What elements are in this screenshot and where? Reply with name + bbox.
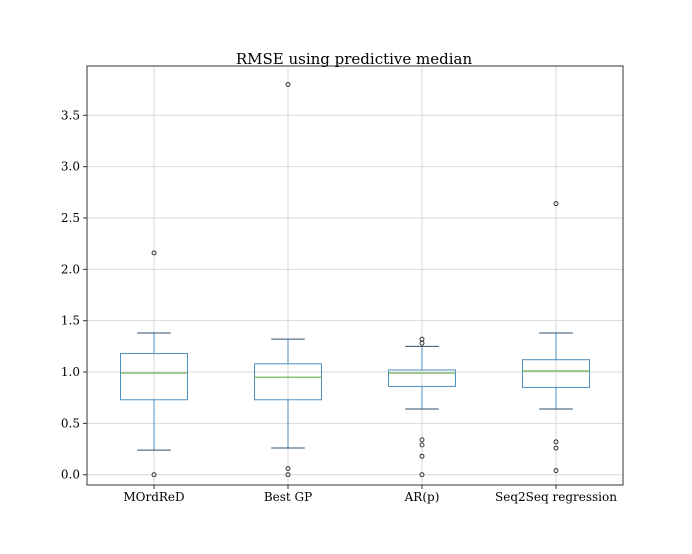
y-tick-label: 2.5 <box>61 211 80 225</box>
y-tick-label: 0.5 <box>61 416 80 430</box>
flier-point <box>419 442 425 448</box>
flier-point <box>553 445 559 451</box>
y-tick-label: 1.0 <box>61 365 80 379</box>
plot-frame <box>86 65 624 486</box>
box-group <box>522 201 590 474</box>
flier-point <box>553 439 559 445</box>
box-group <box>388 336 456 478</box>
chart-title: RMSE using predictive median <box>236 50 473 68</box>
flier-point <box>419 336 425 342</box>
x-tick-label: AR(p) <box>404 490 440 504</box>
x-tick-label: Best GP <box>264 490 312 504</box>
y-tick-label: 0.0 <box>61 468 80 482</box>
y-tick-label: 3.5 <box>61 108 80 122</box>
flier-point <box>419 453 425 459</box>
box <box>120 353 188 401</box>
y-tick-label: 2.0 <box>61 262 80 276</box>
box-group <box>254 82 322 478</box>
flier-point <box>285 472 291 478</box>
x-tick-label: Seq2Seq regression <box>495 490 617 504</box>
flier-point <box>285 466 291 472</box>
box <box>254 363 322 401</box>
flier-point <box>419 472 425 478</box>
x-axis: MOrdReD Best GP AR(p) Seq2Seq regression <box>123 485 617 504</box>
box-group <box>120 250 188 478</box>
flier-point <box>553 468 559 474</box>
box <box>388 369 456 387</box>
y-tick-label: 1.5 <box>61 314 80 328</box>
x-tick-label: MOrdReD <box>123 490 184 504</box>
y-axis: 0.0 0.5 1.0 1.5 2.0 2.5 3.0 3.5 <box>61 108 87 482</box>
flier-point <box>151 472 157 478</box>
box <box>522 359 590 388</box>
flier-point <box>419 437 425 443</box>
flier-point <box>285 82 291 87</box>
flier-point <box>151 250 157 256</box>
flier-point <box>553 201 559 207</box>
y-tick-label: 3.0 <box>61 160 80 174</box>
grid-lines <box>87 66 623 485</box>
box-series <box>120 82 590 478</box>
